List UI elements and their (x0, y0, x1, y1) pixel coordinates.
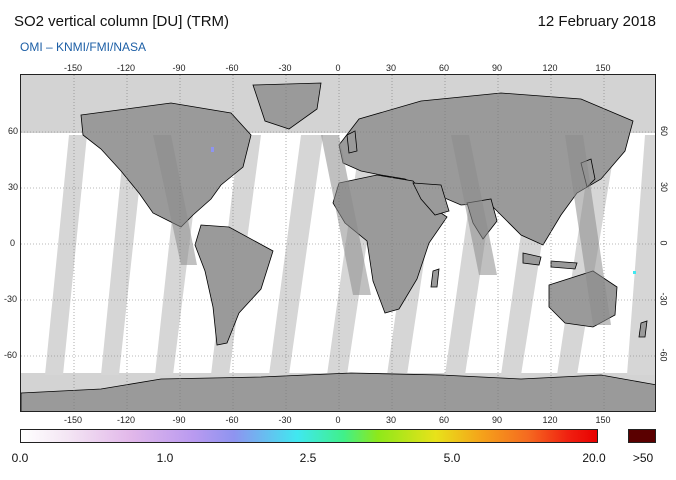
colorbar (20, 429, 598, 443)
lat-tick-right: -30 (658, 292, 669, 306)
lon-tick-top: 30 (385, 63, 397, 73)
map-date: 12 February 2018 (537, 13, 656, 30)
lon-tick-top: -120 (116, 63, 136, 73)
colorbar-label: 0.0 (11, 451, 29, 465)
lon-tick-top: -60 (225, 63, 239, 73)
lon-tick-bottom: -120 (116, 415, 136, 425)
lon-tick-top: -150 (63, 63, 83, 73)
lat-tick-left: -30 (4, 294, 18, 304)
lon-tick-bottom: 30 (385, 415, 397, 425)
lon-tick-top: 90 (491, 63, 503, 73)
colorbar-over-label: >50 (632, 451, 654, 465)
lon-tick-top: 0 (335, 63, 341, 73)
lon-tick-top: 120 (542, 63, 558, 73)
lon-tick-bottom: 150 (595, 415, 611, 425)
colorbar-over-swatch (628, 429, 656, 443)
so2-signal-marker (211, 147, 214, 152)
lon-tick-top: -90 (172, 63, 186, 73)
lon-tick-top: -30 (278, 63, 292, 73)
colorbar-label: 2.5 (299, 451, 317, 465)
lon-tick-top: 150 (595, 63, 611, 73)
lon-tick-bottom: -150 (63, 415, 83, 425)
lon-tick-bottom: 120 (542, 415, 558, 425)
lat-tick-left: 30 (8, 182, 19, 192)
world-map-svg (21, 75, 655, 411)
map-title: SO2 vertical column [DU] (TRM) (14, 13, 230, 30)
lon-tick-bottom: -30 (278, 415, 292, 425)
lat-tick-right: 0 (658, 240, 669, 246)
lon-tick-bottom: 0 (335, 415, 341, 425)
lat-tick-left: -60 (4, 350, 18, 360)
lat-tick-right: 60 (659, 125, 670, 137)
colorbar-label: 1.0 (156, 451, 174, 465)
data-source: OMI – KNMI/FMI/NASA (20, 40, 147, 54)
so2-map (20, 74, 656, 412)
lon-tick-bottom: 60 (438, 415, 450, 425)
colorbar-label: 5.0 (443, 451, 461, 465)
lon-tick-bottom: 90 (491, 415, 503, 425)
land-orbit-swaths (153, 135, 611, 325)
lon-tick-top: 60 (438, 63, 450, 73)
colorbar-label: 20.0 (582, 451, 606, 465)
lat-tick-left: 60 (8, 126, 19, 136)
so2-signal-marker (633, 271, 636, 274)
lat-tick-right: -60 (658, 348, 669, 362)
lon-tick-bottom: -60 (225, 415, 239, 425)
lon-tick-bottom: -90 (172, 415, 186, 425)
lat-tick-left: 0 (10, 238, 16, 248)
colorbar-gradient (21, 430, 597, 442)
lat-tick-right: 30 (659, 181, 670, 193)
graticule (21, 75, 655, 411)
